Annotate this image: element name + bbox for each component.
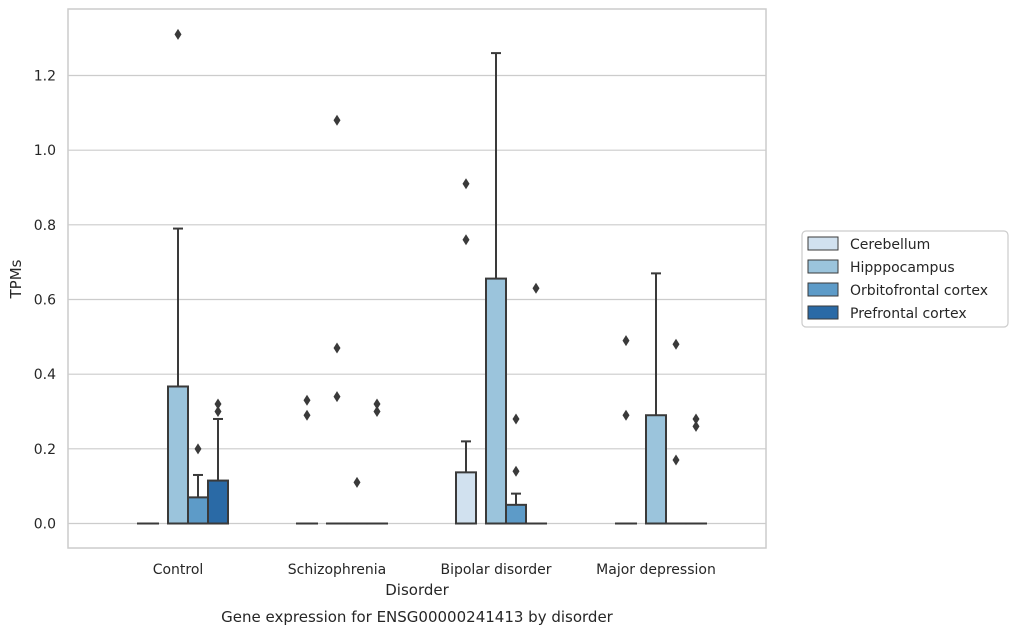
outlier-point [513,466,520,477]
outlier-point [693,413,700,424]
y-tick-label: 1.0 [34,143,56,159]
box [506,505,526,524]
y-tick-label: 0.6 [34,293,56,309]
box-group [456,178,476,523]
box-group [686,413,706,523]
box-group [327,115,347,524]
outlier-point [215,399,222,410]
outlier-point [334,115,341,126]
outlier-point [354,477,361,488]
legend-label: Prefrontal cortex [850,306,967,322]
outlier-point [195,443,202,454]
box-group [646,273,666,523]
outlier-point [623,335,630,346]
box-group [526,283,546,524]
box-group [486,53,506,523]
outlier-point [374,399,381,410]
box-group [297,395,317,524]
box [646,415,666,523]
box-group [347,477,367,524]
box [188,497,208,523]
box [486,279,506,524]
legend-swatch [808,283,838,296]
outlier-point [673,339,680,350]
legend: Cerebellum Hipppocampus Orbitofrontal cort… [802,231,1008,327]
y-tick-label: 0.2 [34,442,56,458]
outlier-point [673,455,680,466]
outlier-point [463,234,470,245]
outlier-point [533,283,540,294]
box [208,481,228,524]
outlier-point [334,343,341,354]
x-tick-label: Bipolar disorder [440,562,551,578]
box-group [616,335,636,523]
outlier-point [334,391,341,402]
outlier-point [304,410,311,421]
outlier-point [463,178,470,189]
outlier-point [175,29,182,40]
y-tick-labels: 0.0 0.2 0.4 0.6 0.8 1.0 1.2 [34,69,56,533]
x-tick-labels: Control Schizophrenia Bipolar disorder Majo… [153,562,716,578]
box-group [208,399,228,524]
legend-label: Cerebellum [850,237,930,253]
legend-swatch [808,306,838,319]
chart-caption: Gene expression for ENSG00000241413 by d… [221,608,614,626]
outlier-point [513,413,520,424]
box-group [168,29,188,524]
legend-label: Orbitofrontal cortex [850,283,988,299]
box-group [666,339,686,524]
x-tick-label: Schizophrenia [288,562,386,578]
legend-swatch [808,237,838,250]
y-tick-label: 1.2 [34,69,56,85]
x-axis-label: Disorder [385,581,449,599]
x-tick-label: Major depression [596,562,716,578]
y-axis-label: TPMs [7,259,25,299]
outlier-point [623,410,630,421]
x-tick-label: Control [153,562,204,578]
y-tick-label: 0.8 [34,218,56,234]
legend-label: Hipppocampus [850,260,955,276]
legend-swatch [808,260,838,273]
box-group [188,443,208,523]
y-tick-label: 0.0 [34,517,56,533]
box-group [506,413,526,523]
y-tick-label: 0.4 [34,367,56,383]
box [168,386,188,523]
box [456,472,476,523]
box-group [367,399,387,524]
outlier-point [304,395,311,406]
